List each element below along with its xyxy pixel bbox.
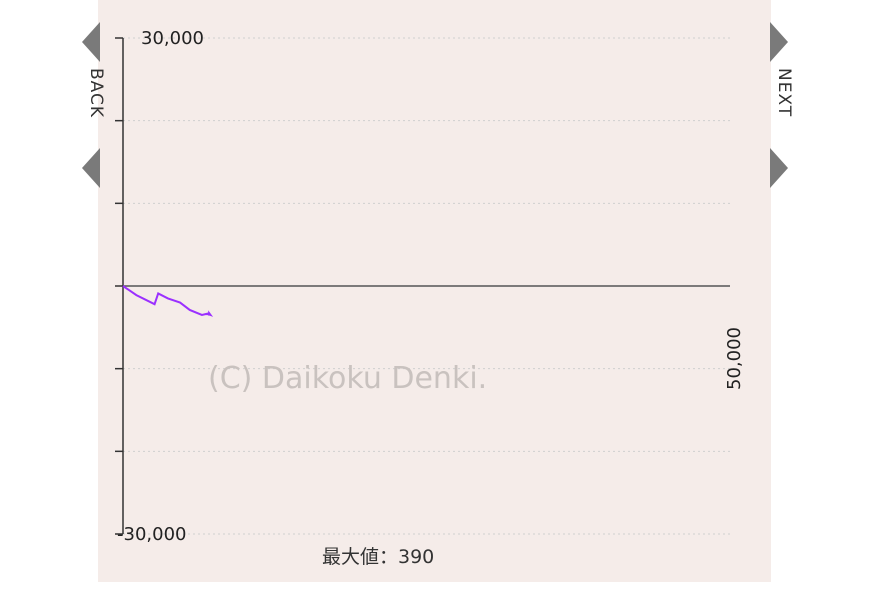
right-arrow-icon: [770, 22, 788, 62]
back-button[interactable]: BACK: [80, 20, 114, 210]
next-label: NEXT: [774, 68, 794, 118]
left-arrow-icon: [82, 148, 100, 188]
right-arrow-icon: [770, 148, 788, 188]
max-value-label: 最大値：390: [322, 546, 434, 568]
grid-lines: [123, 37, 730, 535]
x-end-label: 50,000: [724, 327, 745, 390]
y-tick-label: 30,000: [141, 28, 204, 49]
y-tick-label: -30,000: [117, 524, 186, 545]
y-tick-labels: 30,000 -30,000: [117, 28, 204, 545]
next-button[interactable]: NEXT: [768, 20, 802, 210]
watermark: (C) Daikoku Denki.: [208, 361, 487, 396]
series-line: [122, 285, 214, 317]
y-axis: [115, 37, 124, 535]
graph-panel: [98, 0, 771, 582]
left-arrow-icon: [82, 22, 100, 62]
back-label: BACK: [86, 68, 106, 119]
